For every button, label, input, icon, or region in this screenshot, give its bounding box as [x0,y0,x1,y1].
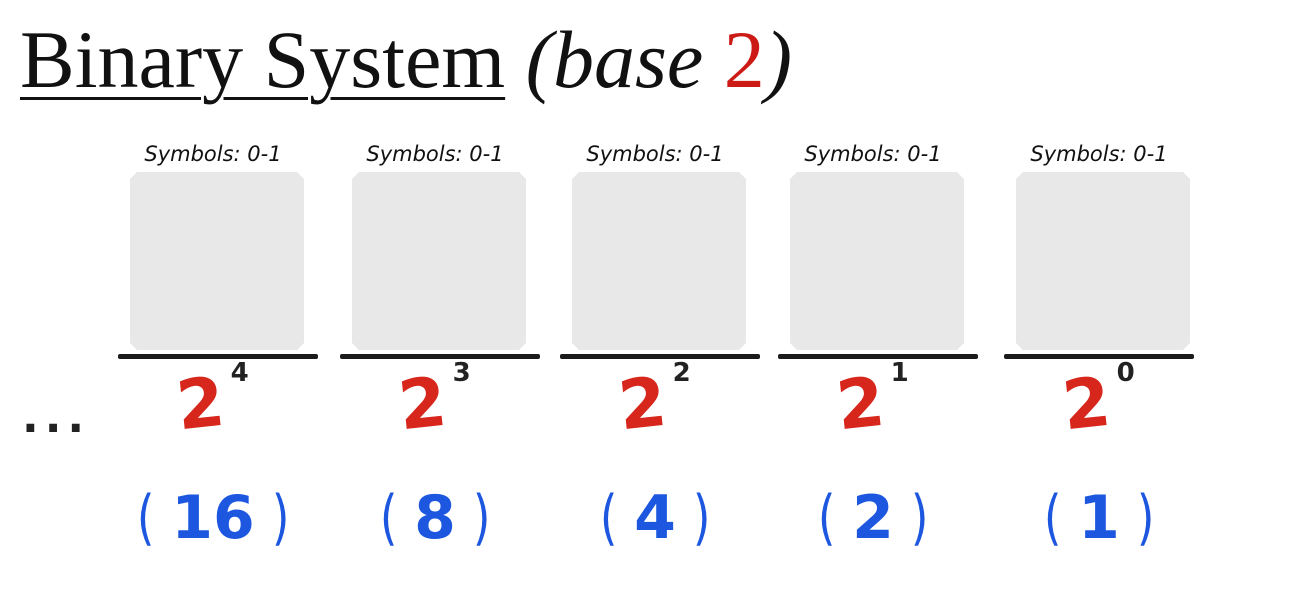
power-exponent: 4 [230,358,249,388]
place-value-number: 1 [1078,483,1120,553]
paren-open: ( [379,483,398,553]
place-column-2-2: Symbols: 0-1 22 (4) [560,138,760,578]
power-label: 21 [778,358,968,450]
title-base-number: 2 [723,14,765,105]
place-value: (4) [560,478,750,558]
power-base: 2 [173,362,229,447]
power-base: 2 [833,362,889,447]
power-exponent: 0 [1116,358,1135,388]
power-base: 2 [615,362,671,447]
place-column-2-4: Symbols: 0-1 24 (16) [118,138,318,578]
power-exponent: 2 [672,358,691,388]
place-value: (16) [118,478,308,558]
place-underline [1004,354,1194,359]
digit-box [572,172,746,350]
place-column-2-1: Symbols: 0-1 21 (2) [778,138,978,578]
paren-open: ( [136,483,155,553]
diagram-title: Binary System (base 2) [20,10,792,110]
paren-close: ) [1136,483,1155,553]
paren-open: ( [599,483,618,553]
place-value-number: 2 [852,483,894,553]
place-column-2-0: Symbols: 0-1 20 (1) [1004,138,1194,578]
place-value: (2) [778,478,968,558]
title-base-label: (base 2) [526,14,792,105]
digit-box [790,172,964,350]
power-base: 2 [1059,362,1115,447]
place-value-number: 4 [634,483,676,553]
place-underline [778,354,978,359]
place-underline [560,354,760,359]
power-label: 24 [118,358,308,450]
title-open-paren: ( [525,14,553,105]
place-value: (8) [340,478,530,558]
paren-open: ( [1043,483,1062,553]
power-label: 23 [340,358,530,450]
place-underline [118,354,318,359]
symbols-label: Symbols: 0-1 [366,142,504,166]
digit-box [130,172,304,350]
power-exponent: 3 [452,358,471,388]
symbols-label: Symbols: 0-1 [1030,142,1168,166]
paren-close: ) [472,483,491,553]
leading-ellipsis: ... [22,392,91,443]
paren-open: ( [817,483,836,553]
power-exponent: 1 [890,358,909,388]
paren-close: ) [692,483,711,553]
paren-close: ) [271,483,290,553]
power-label: 20 [1004,358,1194,450]
paren-close: ) [910,483,929,553]
place-value-number: 8 [414,483,456,553]
digit-box [352,172,526,350]
digit-box [1016,172,1190,350]
symbols-label: Symbols: 0-1 [804,142,942,166]
symbols-label: Symbols: 0-1 [586,142,724,166]
title-base-word: base [552,14,704,105]
power-base: 2 [395,362,451,447]
title-close-paren: ) [764,14,793,105]
place-column-2-3: Symbols: 0-1 23 (8) [340,138,540,578]
place-value-number: 16 [171,483,255,553]
title-main: Binary System [20,14,506,105]
power-label: 22 [560,358,750,450]
place-underline [340,354,540,359]
place-value: (1) [1004,478,1194,558]
symbols-label: Symbols: 0-1 [144,142,282,166]
